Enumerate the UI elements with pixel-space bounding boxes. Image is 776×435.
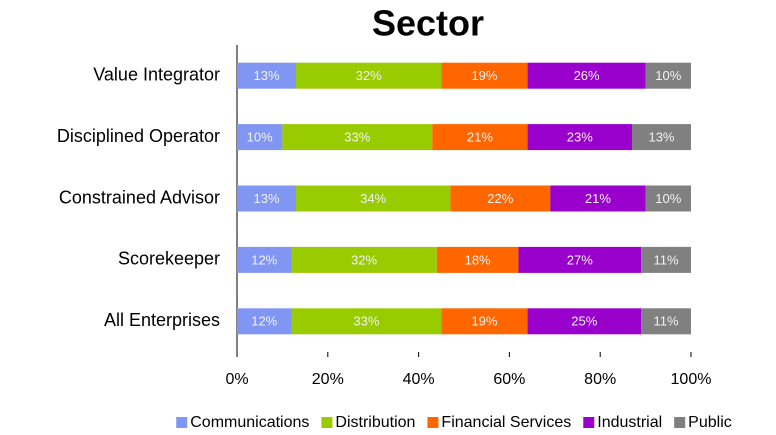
data-label: 12%: [251, 314, 277, 329]
chart-title: Sector: [372, 3, 484, 44]
data-label: 23%: [567, 130, 593, 145]
data-label: 10%: [247, 130, 273, 145]
data-label: 10%: [655, 191, 681, 206]
bar-segment: [436, 246, 519, 273]
data-label: 13%: [253, 191, 279, 206]
data-label: 12%: [251, 252, 277, 267]
bar-segment: [291, 308, 442, 335]
bar-segment: [550, 185, 646, 212]
data-label: 26%: [574, 68, 600, 83]
data-label: 11%: [653, 252, 678, 267]
legend-swatch: [674, 417, 686, 428]
data-label: 18%: [465, 252, 491, 267]
bar-segment: [518, 246, 642, 273]
data-label: 19%: [471, 68, 497, 83]
y-tick-label: Value Integrator: [93, 64, 220, 84]
bar-segment: [527, 62, 646, 89]
bar-segment: [237, 246, 292, 273]
y-tick-label: All Enterprises: [104, 310, 220, 330]
data-label: 33%: [344, 130, 370, 145]
data-label: 34%: [360, 191, 386, 206]
bar-segment: [432, 124, 528, 151]
y-tick-label: Constrained Advisor: [59, 187, 220, 207]
bar-segment: [527, 308, 642, 335]
bar-segment: [296, 185, 451, 212]
bar-segment: [645, 185, 691, 212]
data-label: 32%: [351, 252, 377, 267]
bar-segment: [291, 246, 437, 273]
legend-label: Public: [688, 414, 732, 431]
data-label: 21%: [467, 130, 493, 145]
bar-segment: [645, 62, 691, 89]
y-tick-label: Disciplined Operator: [57, 126, 220, 146]
x-tick-label: 60%: [493, 371, 525, 388]
data-label: 27%: [567, 252, 593, 267]
legend-swatch: [321, 417, 333, 428]
legend-swatch: [583, 417, 595, 428]
legend-label: Communications: [190, 414, 309, 431]
x-tick-label: 0%: [225, 371, 248, 388]
bar-segment: [641, 246, 691, 273]
bar-segment: [296, 62, 442, 89]
bar-segment: [631, 124, 691, 151]
data-label: 13%: [253, 68, 279, 83]
legend-swatch: [427, 417, 439, 428]
legend-label: Distribution: [335, 414, 415, 431]
x-tick-label: 40%: [403, 371, 435, 388]
y-tick-label: Scorekeeper: [118, 249, 220, 269]
x-tick-label: 100%: [671, 371, 712, 388]
legend-label: Industrial: [597, 414, 662, 431]
bar-segment: [450, 185, 551, 212]
data-label: 10%: [655, 68, 681, 83]
bar-segment: [237, 185, 297, 212]
bar-segment: [237, 308, 292, 335]
bar-segment: [237, 62, 297, 89]
bar-segment: [282, 124, 433, 151]
data-label: 33%: [353, 314, 379, 329]
bar-segment: [441, 308, 528, 335]
data-label: 21%: [585, 191, 611, 206]
legend-swatch: [176, 417, 188, 428]
data-label: 13%: [648, 130, 674, 145]
bar-segment: [641, 308, 691, 335]
data-label: 22%: [487, 191, 513, 206]
legend: Communications Distribution Financial Serv…: [176, 414, 732, 431]
data-label: 19%: [471, 314, 497, 329]
x-tick-label: 20%: [312, 371, 344, 388]
bar-segment: [441, 62, 528, 89]
data-label: 11%: [653, 314, 678, 329]
x-tick-label: 80%: [584, 371, 616, 388]
data-label: 32%: [356, 68, 382, 83]
legend-label: Financial Services: [441, 414, 571, 431]
bar-segment: [527, 124, 632, 151]
bar-segment: [237, 124, 283, 151]
data-label: 25%: [571, 314, 597, 329]
